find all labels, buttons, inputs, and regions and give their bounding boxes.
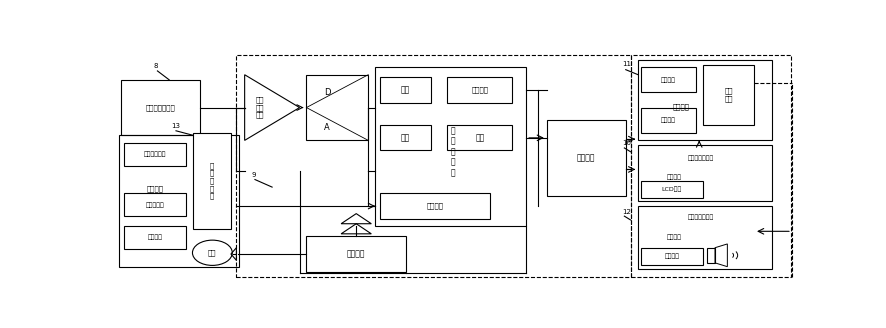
Text: 时钟电路: 时钟电路 [426,203,443,209]
Text: 单
片
机
电
路: 单 片 机 电 路 [450,127,455,177]
Bar [307,236,406,272]
Bar [124,143,186,166]
Bar [631,54,790,277]
Text: 氧气流量: 氧气流量 [471,87,488,93]
Text: 报警信号发射器: 报警信号发射器 [688,215,714,220]
Text: 启停: 启停 [208,250,216,256]
Bar [547,120,626,196]
Text: 10: 10 [622,140,632,146]
Bar [703,65,754,125]
Bar [447,77,512,102]
Text: 显示信号发射器: 显示信号发射器 [688,155,714,161]
Text: 滤波
放大
电路: 滤波 放大 电路 [255,97,264,118]
Text: 9: 9 [252,172,256,178]
Bar [638,145,772,201]
Bar [641,248,703,265]
Bar [641,67,696,92]
Bar [447,125,512,151]
Text: 气体压力传感器: 气体压力传感器 [145,104,175,111]
Text: 存储: 存储 [401,133,410,142]
Bar [119,135,239,267]
Text: 播报装置: 播报装置 [672,103,689,110]
Bar [375,67,526,226]
Text: 电源电路: 电源电路 [347,250,366,258]
Text: 存储
单元: 存储 单元 [724,88,733,102]
Bar [638,60,772,140]
Text: 数
字
显
示
屏: 数 字 显 示 屏 [210,162,214,199]
Text: 显示装置: 显示装置 [667,174,682,180]
Ellipse shape [192,240,232,265]
Text: 13: 13 [171,123,180,129]
Bar [638,206,772,269]
Text: 比较电路: 比较电路 [664,254,680,259]
Bar [380,125,431,151]
Text: 12: 12 [622,209,631,215]
Bar [124,226,186,249]
Bar [237,54,631,277]
Text: 计费电路: 计费电路 [577,154,595,163]
Bar [121,80,200,135]
Text: A: A [324,123,330,132]
Text: 输入: 输入 [401,85,410,94]
Bar [193,133,231,229]
Text: LCD电路: LCD电路 [662,187,682,193]
Text: 温度控制器: 温度控制器 [146,202,165,208]
Text: 8: 8 [153,63,158,70]
Text: 报警装置: 报警装置 [667,235,682,240]
Bar [307,75,369,140]
Text: 发射单元: 发射单元 [661,77,676,83]
Bar [707,248,715,263]
Text: 重置: 重置 [475,133,485,142]
Bar [380,77,431,102]
Text: D: D [323,88,330,97]
Bar [641,181,703,198]
Bar [380,194,490,219]
Bar [124,194,186,216]
Text: 11: 11 [622,61,632,67]
Text: 调温装置: 调温装置 [147,185,164,192]
Bar [641,108,696,133]
Text: 接收单元: 接收单元 [661,117,676,123]
Text: 电源接口: 电源接口 [148,235,163,240]
Text: 温度检测装置: 温度检测装置 [144,152,167,157]
